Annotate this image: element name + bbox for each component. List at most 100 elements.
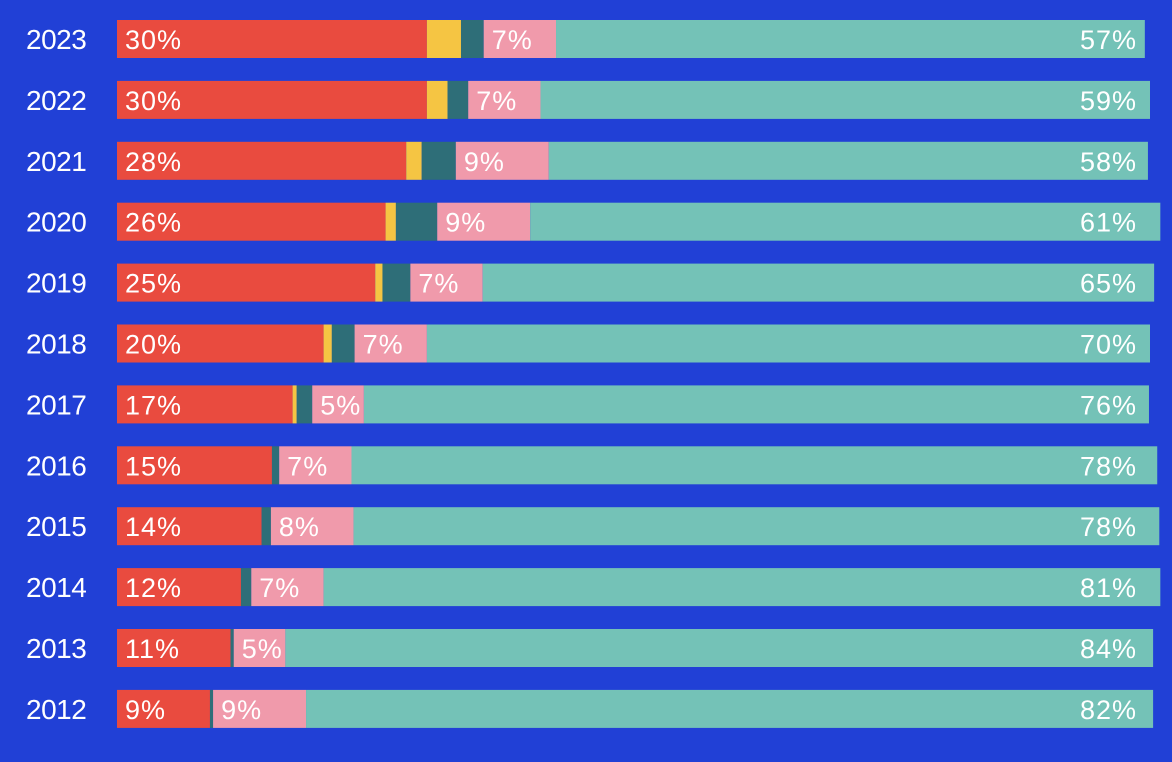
data-label: 12% — [125, 573, 182, 603]
bar-row-2018: 2018 20% 7% 70% — [26, 324, 1150, 363]
bar-segment-pink — [468, 80, 541, 119]
data-label: 7% — [492, 25, 533, 55]
bar-segment-mint — [285, 629, 1154, 667]
bar-segment-teal — [230, 629, 234, 667]
bar-segment-yellow — [406, 141, 422, 180]
bar-segment-red — [117, 507, 262, 546]
bar-segment-teal — [447, 80, 469, 119]
data-label: 81% — [1080, 573, 1137, 603]
bar-row-2013: 2013 11% 5% 84% — [26, 629, 1154, 667]
bar-segment-mint — [530, 202, 1161, 241]
data-label: 76% — [1080, 390, 1137, 420]
bar-segment-red — [117, 324, 324, 363]
category-label: 2016 — [26, 450, 86, 481]
bar-segment-teal — [382, 263, 411, 302]
data-label: 5% — [242, 634, 283, 664]
bar-segment-pink — [312, 385, 364, 424]
data-label: 70% — [1080, 330, 1137, 360]
data-label: 7% — [259, 573, 300, 603]
bar-segment-mint — [306, 689, 1154, 728]
data-label: 7% — [476, 86, 517, 116]
data-label: 5% — [320, 390, 361, 420]
bar-segment-pink — [410, 263, 483, 302]
bar-row-2021: 2021 28% 9% 58% — [26, 141, 1148, 180]
bar-segment-mint — [556, 20, 1145, 58]
bar-row-2015: 2015 14% 8% 78% — [26, 507, 1160, 546]
bar-segment-teal — [240, 568, 252, 607]
category-label: 2019 — [26, 268, 86, 299]
bar-segment-mint — [323, 568, 1161, 607]
data-label: 26% — [125, 208, 182, 238]
bar-segment-pink — [233, 629, 286, 667]
bar-segment-yellow — [385, 202, 396, 241]
bar-segment-mint — [426, 324, 1150, 363]
data-label: 9% — [445, 208, 486, 238]
bar-segment-mint — [353, 507, 1160, 546]
bar-segment-red — [117, 385, 293, 424]
data-label: 7% — [287, 451, 328, 481]
bar-segment-teal — [331, 324, 355, 363]
bar-segment-red — [117, 568, 241, 607]
bar-segment-yellow — [426, 80, 448, 119]
data-label: 78% — [1080, 451, 1137, 481]
bar-segment-mint — [540, 80, 1150, 119]
data-label: 82% — [1080, 695, 1137, 725]
bar-segment-mint — [548, 141, 1148, 180]
data-label: 8% — [279, 512, 320, 542]
category-label: 2018 — [26, 329, 86, 360]
category-label: 2020 — [26, 207, 86, 238]
bar-segment-yellow — [426, 20, 461, 58]
bar-row-2023: 2023 30% 7% 57% — [26, 20, 1145, 58]
bar-segment-pink — [354, 324, 427, 363]
bar-row-2017: 2017 17% 5% 76% — [26, 385, 1149, 424]
data-label: 7% — [363, 330, 404, 360]
data-label: 25% — [125, 269, 182, 299]
data-label: 78% — [1080, 512, 1137, 542]
bar-segment-pink — [437, 202, 531, 241]
category-label: 2015 — [26, 511, 86, 542]
category-label: 2017 — [26, 389, 86, 420]
bar-row-2012: 2012 9% 9% 82% — [26, 689, 1154, 728]
bar-segment-pink — [279, 446, 352, 485]
data-label: 15% — [125, 451, 182, 481]
bar-segment-pink — [455, 141, 549, 180]
bar-segment-red — [117, 689, 210, 728]
bar-segment-pink — [213, 689, 307, 728]
bar-segment-pink — [483, 20, 557, 58]
category-label: 2023 — [26, 24, 86, 55]
bar-segment-mint — [363, 385, 1149, 424]
bar-segment-pink — [251, 568, 324, 607]
bar-segment-teal — [460, 20, 484, 58]
data-label: 59% — [1080, 86, 1137, 116]
category-label: 2013 — [26, 633, 86, 664]
bar-segment-yellow — [323, 324, 332, 363]
data-label: 9% — [221, 695, 262, 725]
data-label: 61% — [1080, 208, 1137, 238]
data-label: 57% — [1080, 25, 1137, 55]
bar-segment-red — [117, 141, 407, 180]
data-label: 30% — [125, 25, 182, 55]
bar-segment-red — [117, 20, 427, 58]
bar-segment-red — [117, 80, 427, 119]
bar-segment-red — [117, 202, 386, 241]
data-label: 14% — [125, 512, 182, 542]
data-label: 9% — [125, 695, 166, 725]
bar-segment-red — [117, 446, 272, 485]
bar-segment-mint — [351, 446, 1158, 485]
bar-segment-red — [117, 263, 376, 302]
data-label: 65% — [1080, 269, 1137, 299]
bar-row-2020: 2020 26% 9% 61% — [26, 202, 1161, 241]
category-label: 2021 — [26, 146, 86, 177]
bar-segment-teal — [296, 385, 313, 424]
bar-segment-teal — [395, 202, 438, 241]
category-label: 2012 — [26, 694, 86, 725]
bar-row-2014: 2014 12% 7% 81% — [26, 568, 1161, 607]
data-label: 84% — [1080, 634, 1137, 664]
category-label: 2014 — [26, 572, 86, 603]
data-label: 28% — [125, 147, 182, 177]
bar-segment-teal — [209, 689, 214, 728]
data-label: 11% — [125, 634, 180, 664]
data-label: 17% — [125, 390, 182, 420]
data-label: 58% — [1080, 147, 1137, 177]
